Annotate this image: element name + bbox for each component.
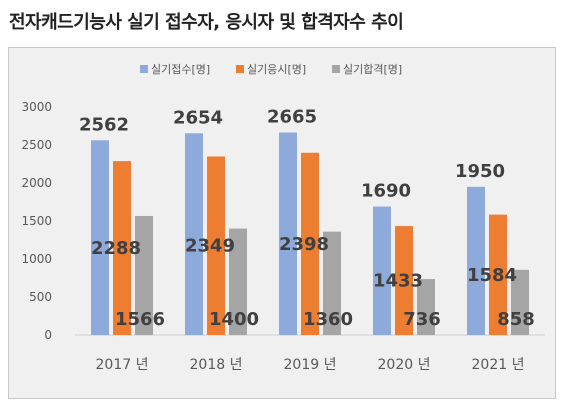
x-tick-label-0: 2017 년 (96, 357, 149, 373)
legend-swatch-2 (332, 65, 340, 73)
legend-label-2: 실기합격[명] (343, 63, 402, 76)
y-tick-label-6: 3000 (21, 100, 52, 114)
data-label-4-2: 858 (497, 309, 535, 330)
legend-label-0: 실기접수[명] (151, 63, 210, 76)
bar-3-0 (373, 206, 391, 335)
data-label-4-0: 1950 (455, 161, 505, 182)
bar-0-2 (135, 215, 153, 335)
y-tick-label-2: 1000 (21, 252, 52, 266)
bar-2-1 (301, 152, 319, 335)
data-label-3-1: 1433 (373, 271, 423, 292)
y-tick-label-3: 1500 (21, 214, 52, 228)
data-label-0-1: 2288 (91, 238, 141, 259)
bar-3-1 (395, 226, 413, 335)
bar-2-2 (323, 231, 341, 335)
y-tick-label-4: 2000 (21, 176, 52, 190)
data-label-3-2: 736 (403, 309, 441, 330)
data-label-3-0: 1690 (361, 181, 411, 202)
legend-label-1: 실기응시[명] (247, 63, 306, 76)
x-tick-label-4: 2021 년 (472, 357, 525, 373)
data-label-0-0: 2562 (79, 114, 129, 135)
bar-4-1 (489, 214, 507, 335)
y-tick-label-1: 500 (29, 290, 52, 304)
legend-swatch-1 (236, 65, 244, 73)
bar-2-0 (279, 132, 297, 335)
data-label-1-0: 2654 (173, 107, 223, 128)
y-tick-label-0: 0 (44, 328, 52, 342)
x-tick-label-1: 2018 년 (190, 357, 243, 373)
bar-1-2 (229, 228, 247, 335)
data-label-2-1: 2398 (279, 234, 329, 255)
bar-0-1 (113, 161, 131, 335)
data-label-2-2: 1360 (303, 309, 353, 330)
x-tick-label-2: 2019 년 (284, 357, 337, 373)
bar-4-0 (467, 186, 485, 335)
data-label-2-0: 2665 (267, 106, 317, 127)
data-label-1-2: 1400 (209, 309, 259, 330)
bar-3-2 (417, 279, 435, 335)
y-tick-label-5: 2500 (21, 138, 52, 152)
data-label-4-1: 1584 (467, 265, 517, 286)
data-label-0-2: 1566 (115, 309, 165, 330)
bar-0-0 (91, 140, 109, 335)
bar-1-0 (185, 133, 203, 335)
bar-4-2 (511, 269, 529, 335)
legend-swatch-0 (140, 65, 148, 73)
page-title: 전자캐드기능사 실기 접수자, 응시자 및 합격자수 추이 (9, 12, 404, 33)
data-label-1-1: 2349 (185, 236, 235, 257)
x-tick-label-3: 2020 년 (378, 357, 431, 373)
bar-1-1 (207, 156, 225, 335)
